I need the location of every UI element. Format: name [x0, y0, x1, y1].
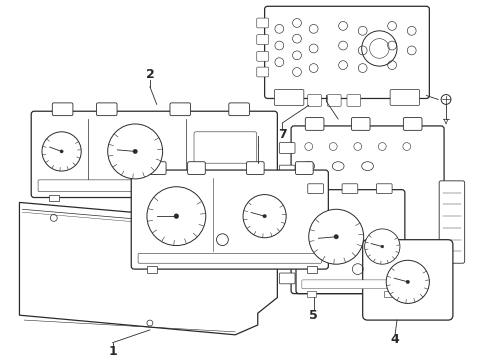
FancyBboxPatch shape [194, 132, 257, 163]
FancyBboxPatch shape [296, 190, 405, 294]
FancyBboxPatch shape [279, 187, 295, 198]
Text: 3: 3 [253, 124, 262, 137]
Circle shape [263, 215, 267, 218]
Circle shape [365, 229, 400, 264]
FancyBboxPatch shape [138, 253, 321, 263]
Text: 8: 8 [420, 84, 429, 97]
FancyBboxPatch shape [295, 162, 313, 175]
Text: 2: 2 [146, 68, 154, 81]
Text: 6: 6 [329, 128, 338, 141]
FancyBboxPatch shape [148, 162, 166, 175]
Circle shape [243, 194, 286, 238]
FancyBboxPatch shape [38, 180, 270, 192]
FancyBboxPatch shape [131, 170, 328, 269]
Circle shape [386, 260, 429, 303]
FancyBboxPatch shape [279, 208, 295, 219]
FancyBboxPatch shape [351, 118, 370, 130]
Bar [147, 266, 157, 273]
FancyBboxPatch shape [170, 103, 191, 116]
FancyBboxPatch shape [279, 231, 295, 242]
Circle shape [108, 124, 163, 179]
Circle shape [334, 235, 339, 239]
Circle shape [309, 209, 364, 264]
FancyBboxPatch shape [274, 90, 304, 105]
FancyBboxPatch shape [188, 162, 205, 175]
Bar [49, 194, 59, 202]
Text: 7: 7 [278, 128, 287, 141]
Text: 1: 1 [108, 345, 117, 358]
FancyBboxPatch shape [279, 143, 295, 153]
FancyBboxPatch shape [308, 95, 321, 106]
Circle shape [406, 280, 410, 284]
Bar [384, 291, 393, 297]
FancyBboxPatch shape [279, 273, 295, 284]
FancyBboxPatch shape [279, 165, 295, 176]
Circle shape [133, 149, 137, 154]
Circle shape [381, 245, 384, 248]
FancyBboxPatch shape [279, 253, 295, 264]
Circle shape [42, 132, 81, 171]
FancyBboxPatch shape [327, 95, 341, 106]
FancyBboxPatch shape [265, 6, 429, 99]
FancyBboxPatch shape [257, 35, 269, 45]
Circle shape [60, 150, 63, 153]
FancyBboxPatch shape [229, 103, 249, 116]
FancyBboxPatch shape [403, 118, 422, 130]
FancyBboxPatch shape [439, 181, 465, 263]
Bar [307, 291, 316, 297]
FancyBboxPatch shape [376, 184, 392, 194]
FancyBboxPatch shape [31, 111, 277, 198]
FancyBboxPatch shape [363, 240, 453, 320]
FancyBboxPatch shape [342, 184, 358, 194]
Text: 6: 6 [322, 83, 331, 96]
FancyBboxPatch shape [97, 103, 117, 116]
Polygon shape [20, 202, 277, 335]
FancyBboxPatch shape [52, 103, 73, 116]
FancyBboxPatch shape [257, 18, 269, 28]
Bar [307, 266, 317, 273]
Circle shape [147, 187, 206, 246]
Circle shape [174, 214, 179, 219]
FancyBboxPatch shape [347, 95, 361, 106]
FancyBboxPatch shape [257, 67, 269, 77]
FancyBboxPatch shape [305, 118, 324, 130]
FancyBboxPatch shape [390, 90, 419, 105]
Text: 4: 4 [391, 333, 399, 346]
FancyBboxPatch shape [246, 162, 264, 175]
Text: 5: 5 [309, 309, 318, 322]
FancyBboxPatch shape [308, 184, 323, 194]
FancyBboxPatch shape [257, 51, 269, 61]
Bar [252, 194, 262, 202]
FancyBboxPatch shape [291, 126, 444, 294]
FancyBboxPatch shape [302, 280, 399, 289]
